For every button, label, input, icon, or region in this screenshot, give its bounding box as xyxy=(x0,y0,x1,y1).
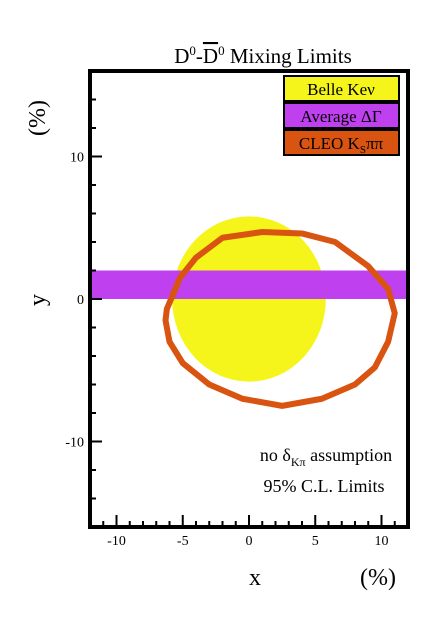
annotation-delta-pre: no xyxy=(260,445,283,465)
data-layer xyxy=(90,216,408,409)
chart-title: D0-D0 Mixing Limits xyxy=(174,43,352,68)
annotation-delta-sub: Kπ xyxy=(291,455,306,469)
legend: Belle Keν Average ΔΓ CLEO KSππ xyxy=(283,75,400,156)
title-rest: Mixing Limits xyxy=(225,44,352,68)
annotation-delta-note: no δKπ assumption xyxy=(260,445,392,469)
cleo-contour xyxy=(162,229,398,409)
legend-cleo-label-main: CLEO K xyxy=(299,134,361,153)
legend-belle-swatch xyxy=(283,75,400,102)
y-tick-label: 10 xyxy=(70,151,84,166)
x-tick-label: 5 xyxy=(312,534,319,549)
y-tick-label: -10 xyxy=(65,436,84,451)
annotation-delta-greek: δ xyxy=(282,445,290,465)
annotation-cl-note: 95% C.L. Limits xyxy=(264,476,385,496)
x-tick-label: 0 xyxy=(246,534,253,549)
y-tick-label: 0 xyxy=(77,293,84,308)
title-bar-letter: D xyxy=(203,44,218,68)
x-tick-label: 10 xyxy=(375,534,389,549)
legend-cleo-label-sub: S xyxy=(360,144,366,156)
title-sup-2: 0 xyxy=(218,43,225,58)
legend-average-label: Average ΔΓ xyxy=(300,107,381,126)
y-axis-label: y xyxy=(25,294,51,306)
legend-cleo-label-tail: ππ xyxy=(366,134,384,153)
x-axis-label: x xyxy=(249,565,261,591)
x-tick-label: -5 xyxy=(177,534,189,549)
legend-belle-label: Belle Keν xyxy=(307,80,375,99)
legend-cleo-swatch xyxy=(283,129,400,156)
title-dash: - xyxy=(196,44,203,68)
legend-cleo-label: CLEO KSππ xyxy=(299,134,384,156)
x-tick-label: -10 xyxy=(107,534,126,549)
axis-ticks: -10 -5 0 5 10 -10 0 10 xyxy=(65,70,409,549)
title-sup-1: 0 xyxy=(189,43,196,58)
x-axis-unit: (%) xyxy=(360,565,396,591)
legend-average-swatch xyxy=(283,102,400,129)
y-axis-unit: (%) xyxy=(25,100,51,136)
annotation-delta-post: assumption xyxy=(306,445,393,465)
title-base: D xyxy=(174,44,189,68)
average-band xyxy=(90,270,408,299)
